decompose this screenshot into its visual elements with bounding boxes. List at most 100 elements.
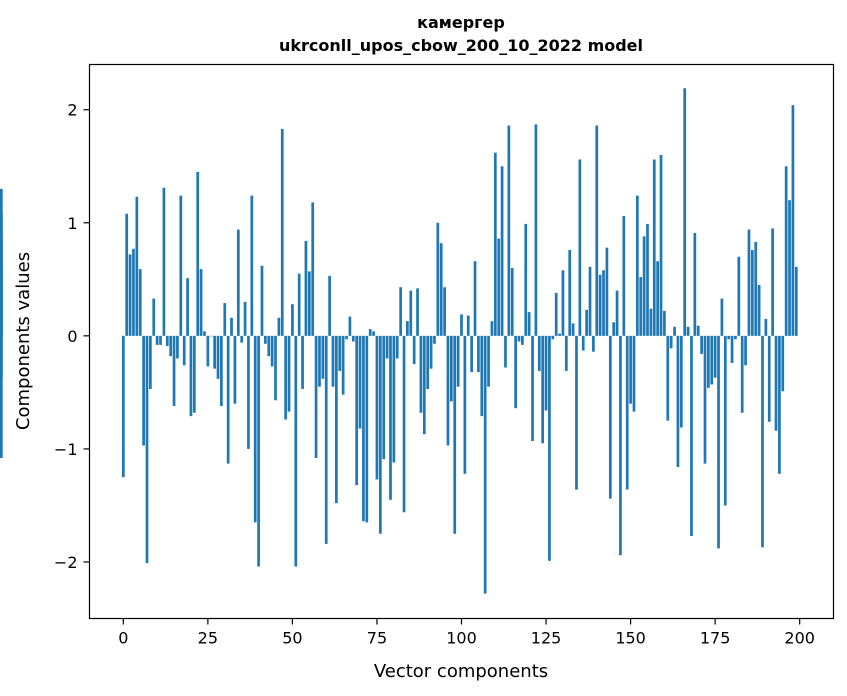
bar [155,335,159,345]
bar [433,335,436,344]
y-tick-label: −1 [54,440,78,459]
bar [318,335,321,387]
bar [673,326,676,336]
bar [490,321,494,336]
bar [564,335,568,371]
bar [696,325,700,336]
bar [521,335,524,345]
bar [761,335,764,548]
bar [713,335,717,378]
bar [568,249,572,336]
bar [233,335,237,404]
bar [392,335,396,463]
bar [493,152,497,336]
bar [754,242,758,336]
bar [575,335,578,490]
bar [179,195,183,336]
bar [192,335,196,413]
bar [707,335,710,388]
bar [196,171,200,336]
y-axis-ticks: −2 −1 0 1 2 [54,101,90,572]
bar [395,335,399,359]
bar [284,335,287,420]
bar [351,335,355,342]
bar [189,335,193,417]
bar [750,249,754,336]
bar [558,333,561,336]
bar [477,335,480,373]
bar [639,277,643,336]
bar [321,335,325,379]
chart-title: камергер [417,13,505,32]
bar [744,335,747,366]
bar [253,335,257,523]
bar [365,335,369,523]
bar [602,270,605,336]
bar [409,290,413,336]
bar [209,335,213,337]
x-tick-label: 0 [118,629,128,648]
bar [622,216,626,336]
bar [389,335,392,500]
bar [615,290,619,336]
bar [182,335,186,366]
x-tick-label: 200 [784,629,815,648]
bar [0,335,3,458]
bar [791,105,795,336]
bar [636,195,639,336]
bar [524,223,528,336]
bar [236,229,240,336]
x-tick-label: 25 [198,629,218,648]
bar [717,335,720,549]
bar [240,335,244,343]
bar [159,335,162,345]
bar [663,310,666,336]
bar [169,335,173,357]
x-tick-label: 75 [367,629,387,648]
bar [463,335,467,474]
y-tick-label: 1 [67,214,77,233]
bar [314,335,318,458]
bar [277,317,281,336]
bar [206,335,210,367]
bar [199,269,203,336]
bar [740,335,744,413]
bar [335,335,338,504]
bar [504,335,507,368]
bar [264,335,267,344]
bar [368,329,372,336]
bar [304,240,308,336]
bar [507,125,511,336]
bar [500,166,504,336]
bar [534,124,538,336]
bar [571,323,575,336]
bar [226,335,230,464]
bar [585,309,588,336]
bar [243,301,247,336]
bar [348,316,352,336]
bar [625,335,629,490]
bar [338,335,342,371]
bar [453,335,457,534]
bar [247,335,250,449]
bar [121,335,125,478]
bar [385,335,389,359]
bar [781,335,785,392]
bar [152,298,156,336]
bar [176,335,179,359]
bar [483,335,487,594]
bar [595,125,599,336]
bar [767,335,771,422]
bar [605,247,609,336]
bar [419,335,423,413]
bar [497,238,501,336]
bar [291,304,294,336]
bar [149,335,152,389]
bar [514,335,517,409]
y-axis-label: Components values [13,252,34,430]
bar [693,232,697,336]
bar [142,335,145,446]
bar [720,298,724,336]
y-tick-label: −2 [54,553,78,572]
bar [757,284,761,336]
